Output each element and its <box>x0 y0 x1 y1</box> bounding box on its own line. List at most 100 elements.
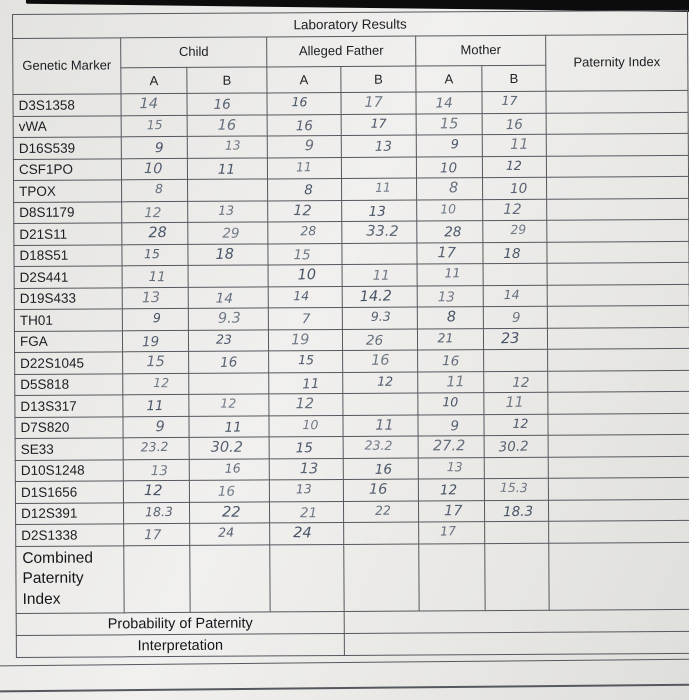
father-a-value: 13 <box>269 479 344 502</box>
child-header: Child <box>120 36 267 68</box>
father-b-value: 12 <box>342 371 418 394</box>
mother-b-value: 12 <box>483 370 548 393</box>
mother-a-value: 13 <box>418 457 485 480</box>
father-b-value: 17 <box>340 92 417 114</box>
father-a-value: 24 <box>269 522 344 545</box>
marker-name: SE33 <box>15 437 124 460</box>
father-b-value: 14.2 <box>342 285 418 308</box>
mother-a-value: 13 <box>417 285 484 308</box>
empty-cell <box>123 544 191 614</box>
father-b-value: 16 <box>343 479 419 501</box>
paternity-worksheet: Laboratory Results Genetic Marker Child … <box>12 10 689 658</box>
child-a-value: 28 <box>121 222 188 245</box>
mother-b-value: 29 <box>482 220 547 243</box>
combined-paternity-index-label: Combined Paternity Index <box>15 545 125 614</box>
mother-a-value: 14 <box>415 91 483 114</box>
child-b-value: 11 <box>188 415 270 438</box>
empty-cell <box>548 541 689 611</box>
marker-name: D19S433 <box>14 287 123 310</box>
mother-b-value: 12 <box>483 413 549 436</box>
empty-cell <box>484 542 550 611</box>
father-b-value: 13 <box>341 199 417 222</box>
child-b-value: 13 <box>187 135 268 158</box>
mother-a-value: 9 <box>417 414 485 437</box>
paternity-index-value <box>547 326 689 350</box>
marker-name: D21S11 <box>13 222 122 245</box>
paternity-index-value <box>546 176 689 199</box>
paternity-index-value <box>547 305 689 328</box>
father-b-value: 11 <box>341 178 417 200</box>
interpretation-row: Interpretation <box>16 631 689 658</box>
mother-b-value: 16 <box>482 112 547 135</box>
mother-b-value: 11 <box>483 392 548 415</box>
mother-a-value: 15 <box>416 113 483 136</box>
mother-b-value: 18.3 <box>484 499 549 522</box>
marker-name: D16S539 <box>13 136 122 159</box>
father-a-value: 14 <box>268 285 343 308</box>
child-b-value <box>187 178 268 201</box>
father-b-value: 9.3 <box>342 307 418 329</box>
mother-a-value: 11 <box>417 263 484 286</box>
paternity-index-value <box>547 412 689 436</box>
child-a-value: 12 <box>122 372 189 395</box>
marker-name: D22S1045 <box>14 351 123 374</box>
child-a-value: 10 <box>121 157 188 180</box>
mother-b-value: 15.3 <box>484 478 549 501</box>
mother-a-value: 11 <box>417 371 484 394</box>
marker-name: TPOX <box>13 179 122 202</box>
child-b-value: 16 <box>187 114 268 137</box>
father-b-value: 33.2 <box>341 221 417 243</box>
father-allele-a-header: A <box>266 66 341 93</box>
mother-b-value: 9 <box>483 306 548 329</box>
child-b-value: 24 <box>189 522 270 545</box>
father-a-value: 7 <box>268 307 343 330</box>
paternity-index-value <box>548 520 689 543</box>
mother-a-value: 17 <box>416 242 484 265</box>
mother-a-value: 8 <box>417 306 484 329</box>
paternity-index-value <box>546 154 689 178</box>
father-a-value: 10 <box>268 264 343 287</box>
mother-b-value <box>483 263 548 286</box>
mother-a-value: 10 <box>417 392 484 415</box>
mother-a-value: 16 <box>417 349 484 372</box>
paternity-index-header: Paternity Index <box>545 34 689 92</box>
father-a-value: 16 <box>266 92 342 115</box>
child-a-value: 13 <box>123 458 190 481</box>
child-b-value: 16 <box>186 92 268 115</box>
paternity-index-value <box>546 197 689 221</box>
child-b-value: 23 <box>188 329 269 352</box>
paternity-index-value <box>548 455 689 479</box>
father-b-value: 13 <box>341 135 417 157</box>
marker-name: D8S1179 <box>13 201 122 224</box>
mother-b-value: 12 <box>482 198 547 221</box>
mother-b-value: 10 <box>482 177 547 200</box>
lab-results-table: Laboratory Results Genetic Marker Child … <box>12 10 689 658</box>
marker-name: D2S1338 <box>15 523 124 546</box>
father-b-value: 26 <box>342 328 418 351</box>
marker-name: D3S1358 <box>12 93 122 116</box>
mother-header: Mother <box>415 35 546 67</box>
mother-b-value <box>483 349 548 372</box>
mother-a-value: 9 <box>416 134 483 157</box>
father-b-value: 17 <box>341 113 417 136</box>
father-a-value: 15 <box>267 242 343 265</box>
marker-name: D2S441 <box>14 265 123 288</box>
paternity-index-value <box>548 434 689 457</box>
marker-name: D18S51 <box>13 244 123 267</box>
marker-name: TH01 <box>14 308 123 331</box>
child-b-value: 12 <box>188 393 269 416</box>
father-a-value: 21 <box>269 500 344 523</box>
child-allele-b-header: B <box>186 66 267 94</box>
mother-a-value: 10 <box>416 156 483 179</box>
child-a-value: 9 <box>122 415 190 438</box>
child-allele-a-header: A <box>120 67 187 94</box>
father-b-value: 11 <box>342 264 418 286</box>
mother-a-value: 21 <box>417 328 484 351</box>
child-a-value: 8 <box>121 179 188 202</box>
marker-rows: D3S1358 14 16 16 17 14 17 vWA 15 16 16 17 15 16 D16S53… <box>12 90 689 546</box>
table-footer: Combined Paternity Index Probability of … <box>15 541 689 658</box>
mother-b-value <box>484 456 549 479</box>
father-b-value: 11 <box>342 414 419 437</box>
marker-name: vWA <box>13 115 122 138</box>
